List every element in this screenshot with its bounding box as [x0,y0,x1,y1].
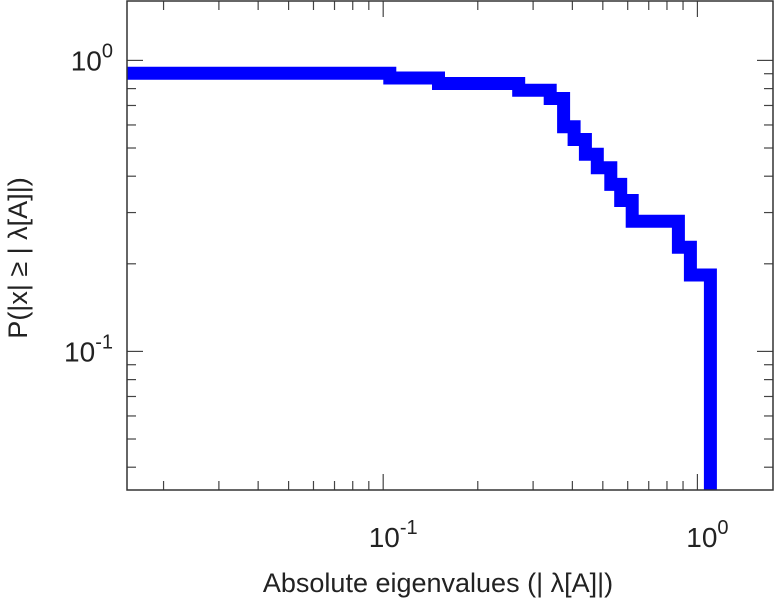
plot-area-frame [126,0,774,491]
x-tick-label: 100 [686,517,728,553]
tick-labels: 10-1 100 100 10-1 [64,40,729,553]
axis-ticks [127,1,773,490]
y-axis-label: P(|x| ≥ | λ[A]|) [3,177,33,338]
y-tick-label: 100 [71,40,113,76]
series-line [127,66,717,490]
x-axis-label: Absolute eigenvalues (| λ[A]|) [263,568,613,598]
x-tick-label: 10-1 [369,517,418,553]
y-tick-label: 10-1 [64,331,113,367]
